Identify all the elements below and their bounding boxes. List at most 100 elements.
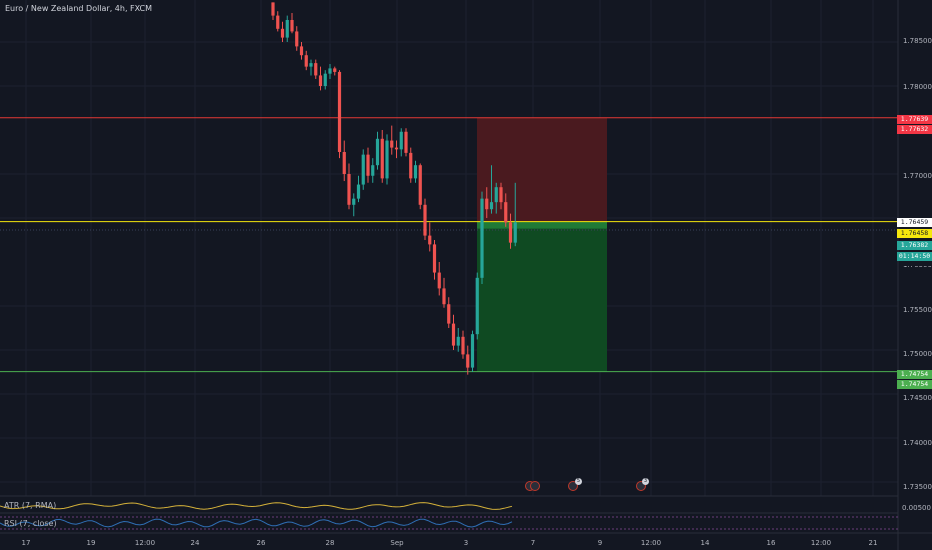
candle-body (470, 334, 475, 368)
symbol-title[interactable]: Euro / New Zealand Dollar, 4h, FXCM (5, 4, 153, 13)
candle-body (475, 277, 479, 335)
stop-loss-zone[interactable] (477, 117, 607, 222)
candle[interactable] (504, 193, 508, 227)
candle-body (489, 202, 494, 210)
candle-body (328, 68, 332, 74)
rsi-indicator-line[interactable] (0, 518, 513, 528)
candle[interactable] (451, 314, 456, 350)
calendar-event-icon[interactable] (530, 481, 540, 491)
candle-body (485, 198, 489, 210)
candlestick-series[interactable] (271, 2, 517, 375)
candle[interactable] (428, 222, 432, 252)
candle-body (342, 152, 346, 174)
candle[interactable] (432, 240, 437, 280)
candle[interactable] (489, 165, 494, 214)
candle[interactable] (309, 59, 313, 76)
candle-body (333, 68, 337, 72)
candle-body (309, 63, 313, 67)
candle[interactable] (513, 182, 517, 247)
candle[interactable] (499, 182, 503, 210)
candle-body (447, 304, 451, 324)
stop-price-badge[interactable]: 1.77639 (897, 115, 932, 124)
candle-body (304, 55, 308, 67)
candle[interactable] (399, 128, 403, 157)
time-axis-label: Sep (390, 539, 404, 547)
time-axis-label: 17 (21, 539, 31, 547)
target-price-badge[interactable]: 1.74754 (897, 380, 932, 389)
candle[interactable] (447, 297, 451, 328)
candle-body (456, 336, 460, 346)
candle[interactable] (371, 158, 375, 183)
candle[interactable] (385, 134, 389, 185)
price-axis-label: 1.74000 (903, 439, 932, 447)
candle-body (280, 28, 285, 38)
candle-body (375, 138, 380, 166)
candle[interactable] (466, 345, 470, 375)
yellow-line-badge[interactable]: 1.76458 (897, 229, 932, 238)
candle[interactable] (295, 26, 299, 51)
calendar-event-icon[interactable] (568, 481, 578, 491)
candle[interactable] (456, 328, 460, 352)
candle[interactable] (271, 2, 275, 20)
candle[interactable] (390, 125, 394, 155)
candle[interactable] (508, 213, 513, 249)
price-axis-label: 1.77000 (903, 172, 932, 180)
candle[interactable] (290, 12, 294, 34)
candle[interactable] (418, 163, 422, 210)
price-axis-label-partial: 1.76500 (903, 261, 932, 269)
candle-body (499, 187, 503, 203)
candle-body (285, 20, 289, 38)
candle[interactable] (323, 70, 327, 90)
candle[interactable] (347, 163, 351, 210)
entry-price-badge[interactable]: 1.76459 (897, 218, 932, 227)
atr-label[interactable]: ATR (7, RMA) (4, 501, 57, 510)
candle[interactable] (485, 187, 489, 218)
rsi-label[interactable]: RSI (7, close) (4, 519, 57, 528)
candle[interactable] (366, 147, 370, 183)
candle[interactable] (333, 66, 337, 76)
candle[interactable] (480, 191, 484, 284)
time-axis-label: 24 (190, 539, 200, 547)
candle[interactable] (318, 66, 323, 91)
candle-body (409, 152, 413, 179)
candle[interactable] (461, 330, 465, 359)
candle[interactable] (337, 70, 342, 159)
candle[interactable] (409, 147, 413, 183)
time-axis-label: 12:00 (134, 539, 156, 547)
candle-body (380, 138, 384, 179)
calendar-event-icon[interactable] (636, 481, 646, 491)
candle[interactable] (423, 198, 427, 240)
candle[interactable] (352, 193, 356, 217)
candle[interactable] (314, 59, 318, 79)
candle[interactable] (280, 21, 285, 42)
grid-lines (0, 0, 898, 496)
take-profit-zone[interactable] (477, 221, 607, 372)
candle[interactable] (342, 140, 346, 182)
candle[interactable] (380, 130, 384, 183)
candle-body (513, 222, 517, 243)
candle[interactable] (328, 64, 332, 79)
candle-body (442, 288, 446, 305)
time-axis-label: 28 (325, 539, 335, 547)
candle[interactable] (356, 175, 361, 203)
candle[interactable] (304, 50, 308, 71)
candle[interactable] (276, 11, 280, 32)
candle[interactable] (404, 128, 408, 157)
candle[interactable] (361, 149, 365, 190)
candle[interactable] (394, 140, 399, 159)
candle[interactable] (475, 272, 479, 340)
candle-body (366, 154, 370, 176)
candle[interactable] (470, 330, 475, 372)
stop-price-badge[interactable]: 1.77632 (897, 125, 932, 134)
atr-indicator-line[interactable] (0, 502, 513, 510)
candle[interactable] (375, 131, 380, 170)
candle[interactable] (299, 42, 304, 60)
candle[interactable] (413, 160, 418, 183)
candle[interactable] (442, 277, 446, 308)
candle[interactable] (437, 262, 441, 296)
candle[interactable] (494, 182, 498, 214)
target-price-badge[interactable]: 1.74754 (897, 370, 932, 379)
candle-body (371, 165, 375, 176)
candle[interactable] (285, 15, 289, 42)
